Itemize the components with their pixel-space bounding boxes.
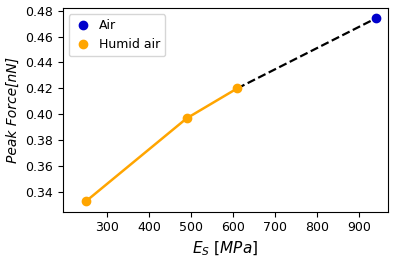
Line: Humid air: Humid air: [82, 84, 241, 206]
Humid air: [235, 87, 240, 90]
Humid air: [184, 117, 189, 120]
X-axis label: $E_S\ [MPa]$: $E_S\ [MPa]$: [193, 240, 258, 258]
Legend: Air, Humid air: Air, Humid air: [69, 14, 165, 56]
Y-axis label: Peak Force[nN]: Peak Force[nN]: [6, 57, 20, 163]
Humid air: [84, 200, 88, 203]
